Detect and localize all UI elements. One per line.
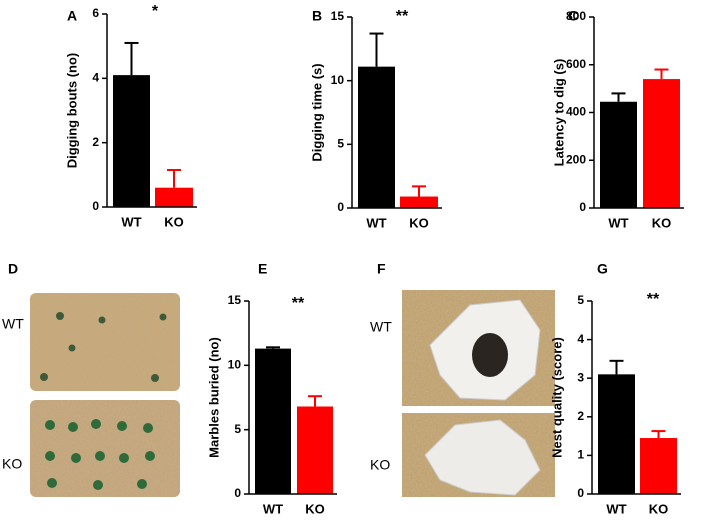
panel-letter: F bbox=[377, 261, 386, 277]
x-tick-label: WT bbox=[121, 214, 141, 229]
panel-letter: D bbox=[8, 261, 18, 277]
y-tick-label: 4 bbox=[577, 332, 584, 346]
x-tick-label: WT bbox=[366, 215, 386, 230]
x-tick-label: WT bbox=[606, 501, 626, 516]
photo-label: KO bbox=[2, 456, 22, 472]
panel-letter: A bbox=[67, 8, 77, 24]
bar bbox=[297, 406, 333, 494]
bar bbox=[640, 438, 677, 494]
y-tick-label: 800 bbox=[566, 9, 586, 23]
y-tick-label: 0 bbox=[234, 486, 241, 500]
y-tick-label: 6 bbox=[92, 6, 99, 20]
y-tick-label: 15 bbox=[228, 293, 242, 307]
y-tick-label: 0 bbox=[579, 200, 586, 214]
y-tick-label: 2 bbox=[577, 409, 584, 423]
bar bbox=[600, 101, 637, 208]
y-axis-label: Digging bouts (no) bbox=[64, 53, 79, 169]
photo-label: KO bbox=[370, 457, 390, 473]
panel-letter: E bbox=[258, 261, 267, 277]
x-tick-label: WT bbox=[263, 501, 283, 516]
bar bbox=[400, 196, 438, 208]
panel-letter: G bbox=[597, 261, 608, 277]
photo-wt bbox=[30, 293, 180, 391]
y-tick-label: 0 bbox=[577, 486, 584, 500]
y-axis-label: Nest quality (score) bbox=[549, 337, 564, 458]
marbles bbox=[45, 419, 155, 490]
nest-hole bbox=[472, 333, 508, 377]
y-tick-label: 3 bbox=[577, 370, 584, 384]
y-tick-label: 4 bbox=[92, 71, 99, 85]
bar bbox=[255, 348, 291, 494]
nest bbox=[424, 419, 541, 496]
panel-letter: B bbox=[312, 8, 322, 24]
x-tick-label: KO bbox=[305, 501, 325, 516]
y-tick-label: 5 bbox=[234, 422, 241, 436]
x-tick-label: KO bbox=[652, 215, 672, 230]
y-axis-label: Digging time (s) bbox=[309, 63, 324, 161]
y-tick-label: 10 bbox=[331, 73, 345, 87]
y-tick-label: 200 bbox=[566, 152, 586, 166]
y-tick-label: 10 bbox=[228, 358, 242, 372]
bar bbox=[598, 374, 635, 494]
significance: ** bbox=[647, 291, 660, 308]
y-tick-label: 0 bbox=[337, 200, 344, 214]
bar bbox=[113, 75, 150, 207]
y-axis-label: Latency to dig (s) bbox=[551, 59, 566, 167]
y-tick-label: 2 bbox=[92, 135, 99, 149]
photo-ko bbox=[30, 400, 180, 497]
significance: ** bbox=[292, 295, 305, 312]
photo-f: F WT KO bbox=[370, 261, 555, 497]
y-tick-label: 5 bbox=[577, 293, 584, 307]
y-tick-label: 5 bbox=[337, 137, 344, 151]
y-tick-label: 1 bbox=[577, 448, 584, 462]
photo-label: WT bbox=[370, 319, 392, 335]
bar bbox=[643, 79, 680, 208]
bar bbox=[155, 187, 193, 207]
x-tick-label: KO bbox=[649, 501, 669, 516]
y-tick-label: 400 bbox=[566, 105, 586, 119]
x-tick-label: KO bbox=[409, 215, 429, 230]
significance: * bbox=[152, 3, 159, 20]
y-tick-label: 0 bbox=[92, 199, 99, 213]
significance: ** bbox=[396, 8, 409, 25]
panel-letter: C bbox=[568, 8, 578, 24]
photo-label: WT bbox=[2, 316, 24, 332]
marbles bbox=[40, 312, 167, 382]
y-tick-label: 600 bbox=[566, 57, 586, 71]
x-tick-label: WT bbox=[608, 215, 628, 230]
y-tick-label: 15 bbox=[331, 9, 345, 23]
bar bbox=[358, 66, 395, 208]
photo-d: D WT KO bbox=[2, 261, 180, 497]
x-tick-label: KO bbox=[164, 214, 184, 229]
y-axis-label: Marbles buried (no) bbox=[206, 337, 221, 458]
